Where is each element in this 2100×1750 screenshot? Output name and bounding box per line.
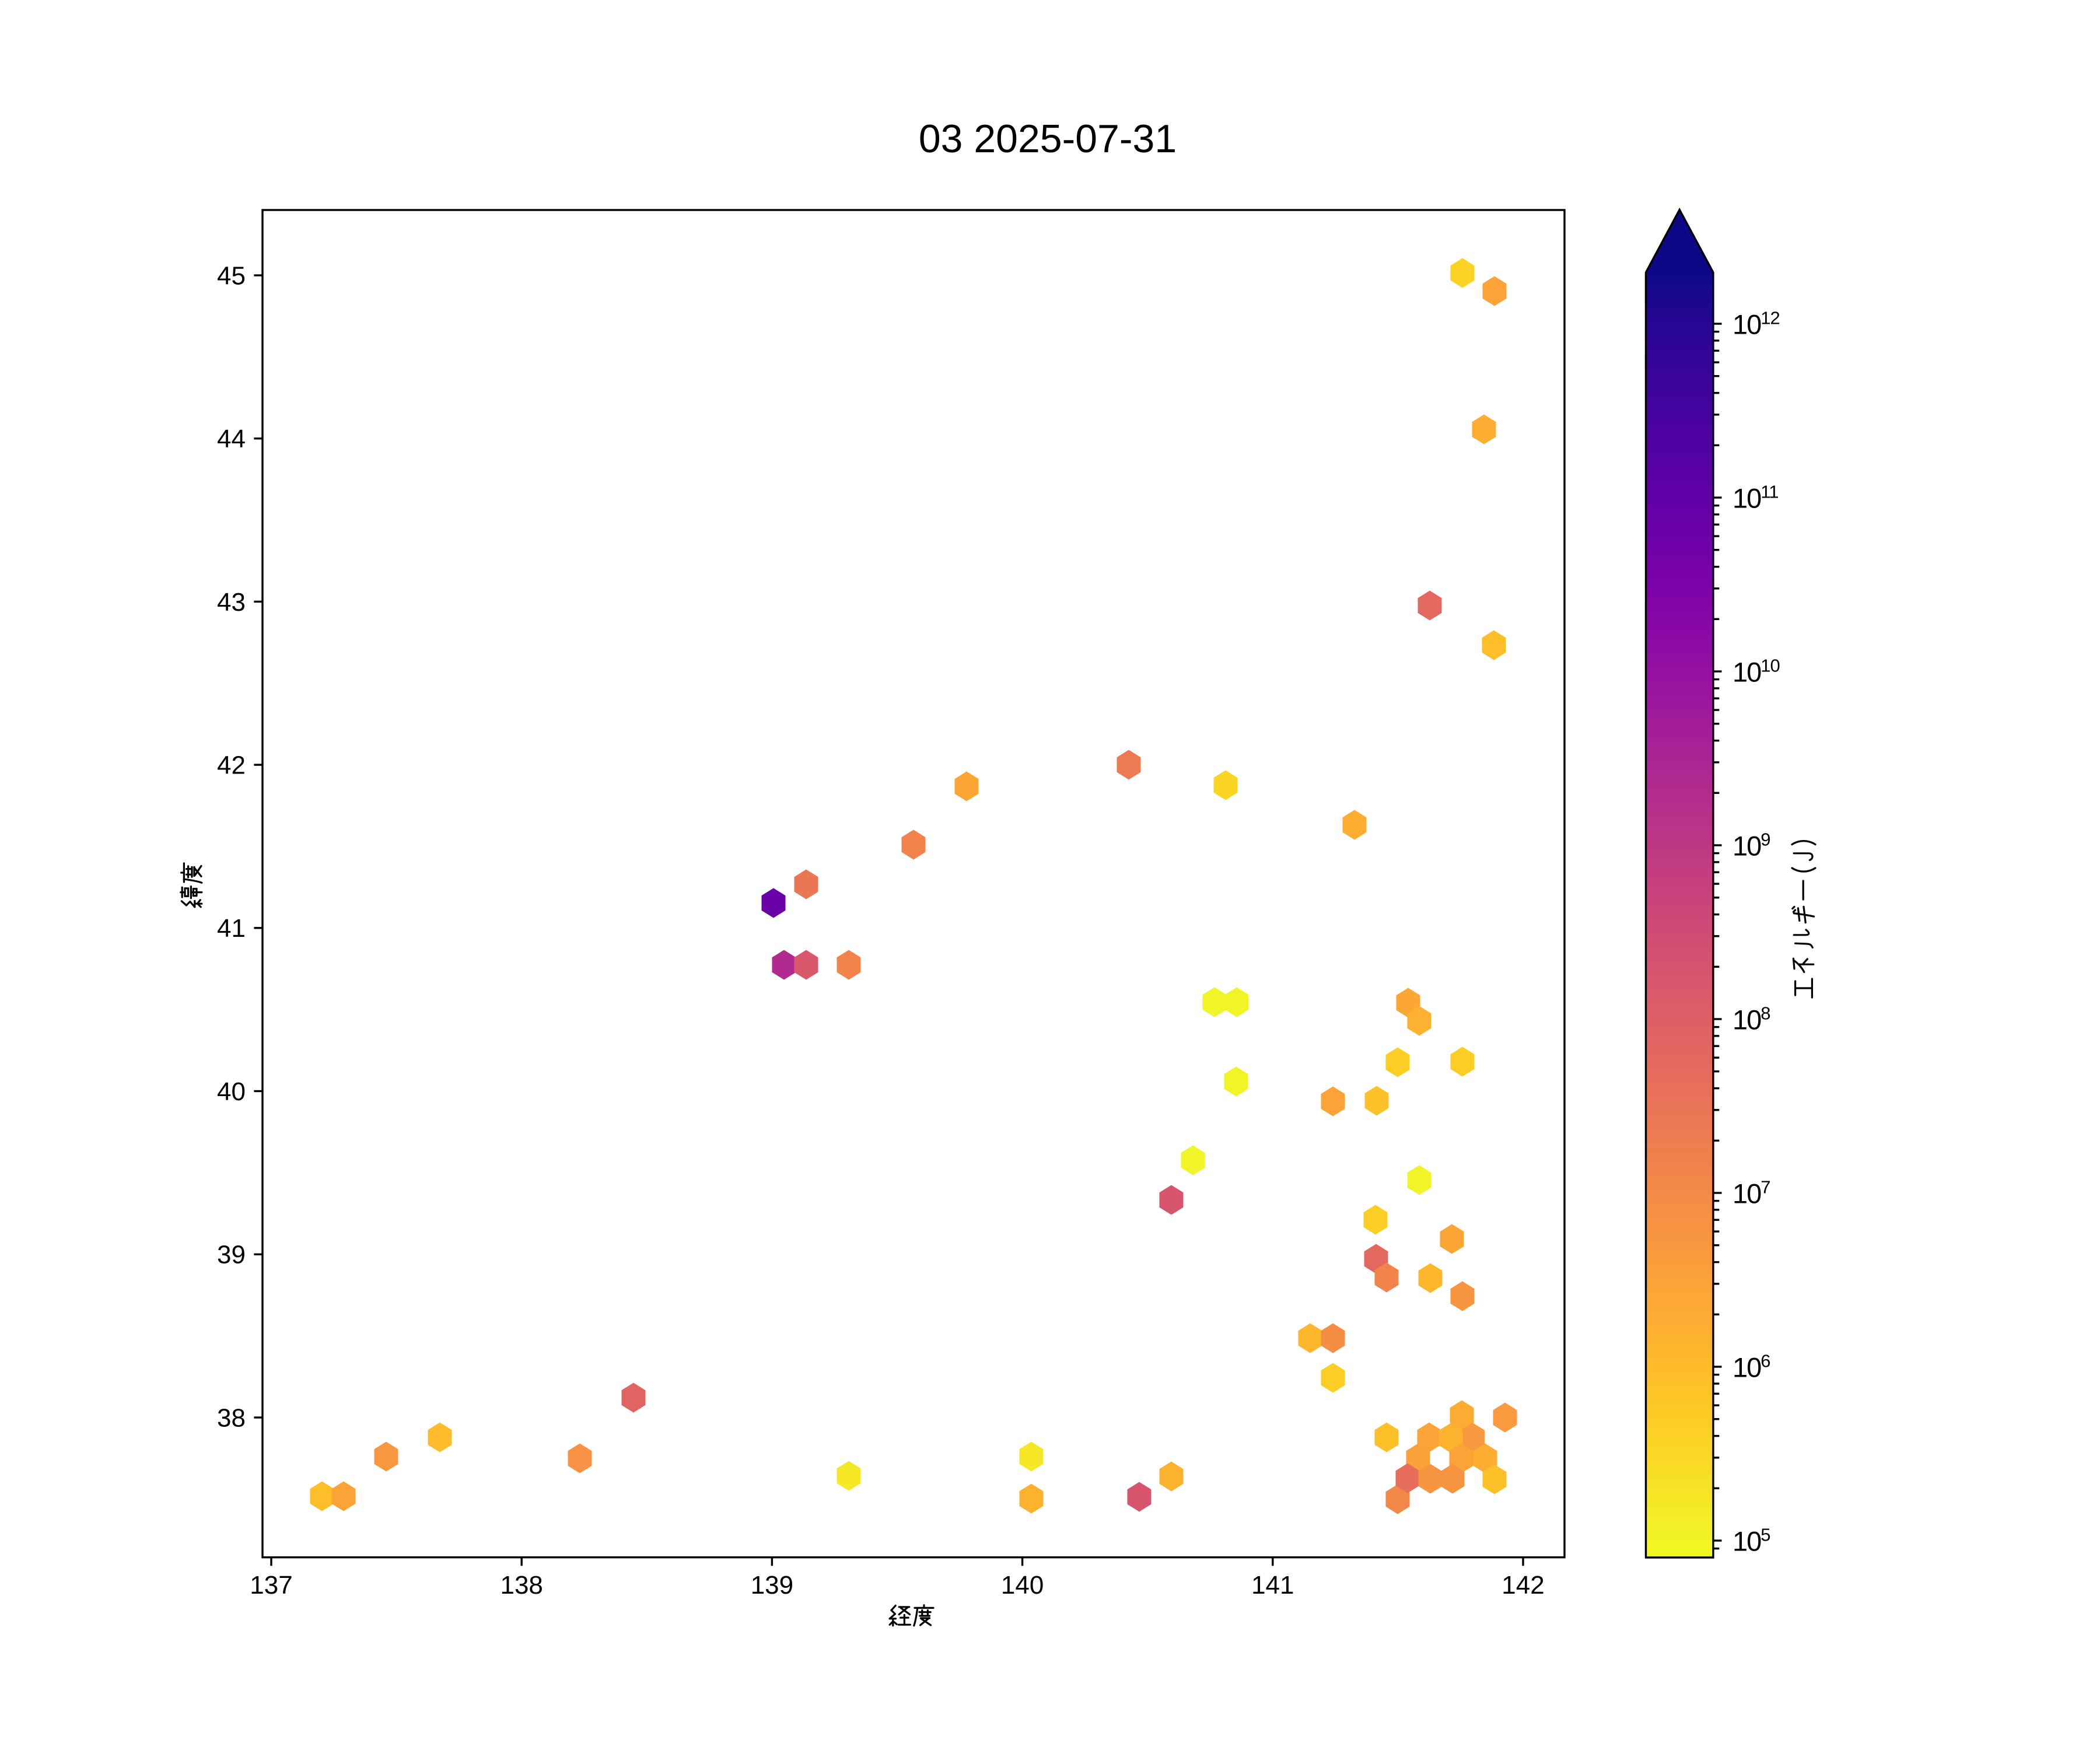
svg-text:139: 139 [751,1571,793,1600]
svg-text:41: 41 [217,914,246,943]
svg-text:137: 137 [250,1571,292,1600]
svg-text:142: 142 [1502,1571,1544,1600]
svg-text:38: 38 [217,1404,246,1432]
svg-text:40: 40 [217,1077,246,1106]
svg-text:141: 141 [1251,1571,1294,1600]
svg-text:39: 39 [217,1241,246,1269]
svg-text:44: 44 [217,425,246,453]
svg-text:43: 43 [217,588,246,617]
svg-text:105: 105 [1732,1525,1770,1557]
svg-text:1012: 1012 [1732,308,1780,340]
svg-text:1011: 1011 [1732,482,1778,514]
svg-text:45: 45 [217,261,246,290]
svg-text:42: 42 [217,751,246,780]
svg-text:140: 140 [1001,1571,1044,1600]
svg-text:138: 138 [500,1571,542,1600]
svg-text:03 2025-07-31: 03 2025-07-31 [919,117,1177,161]
